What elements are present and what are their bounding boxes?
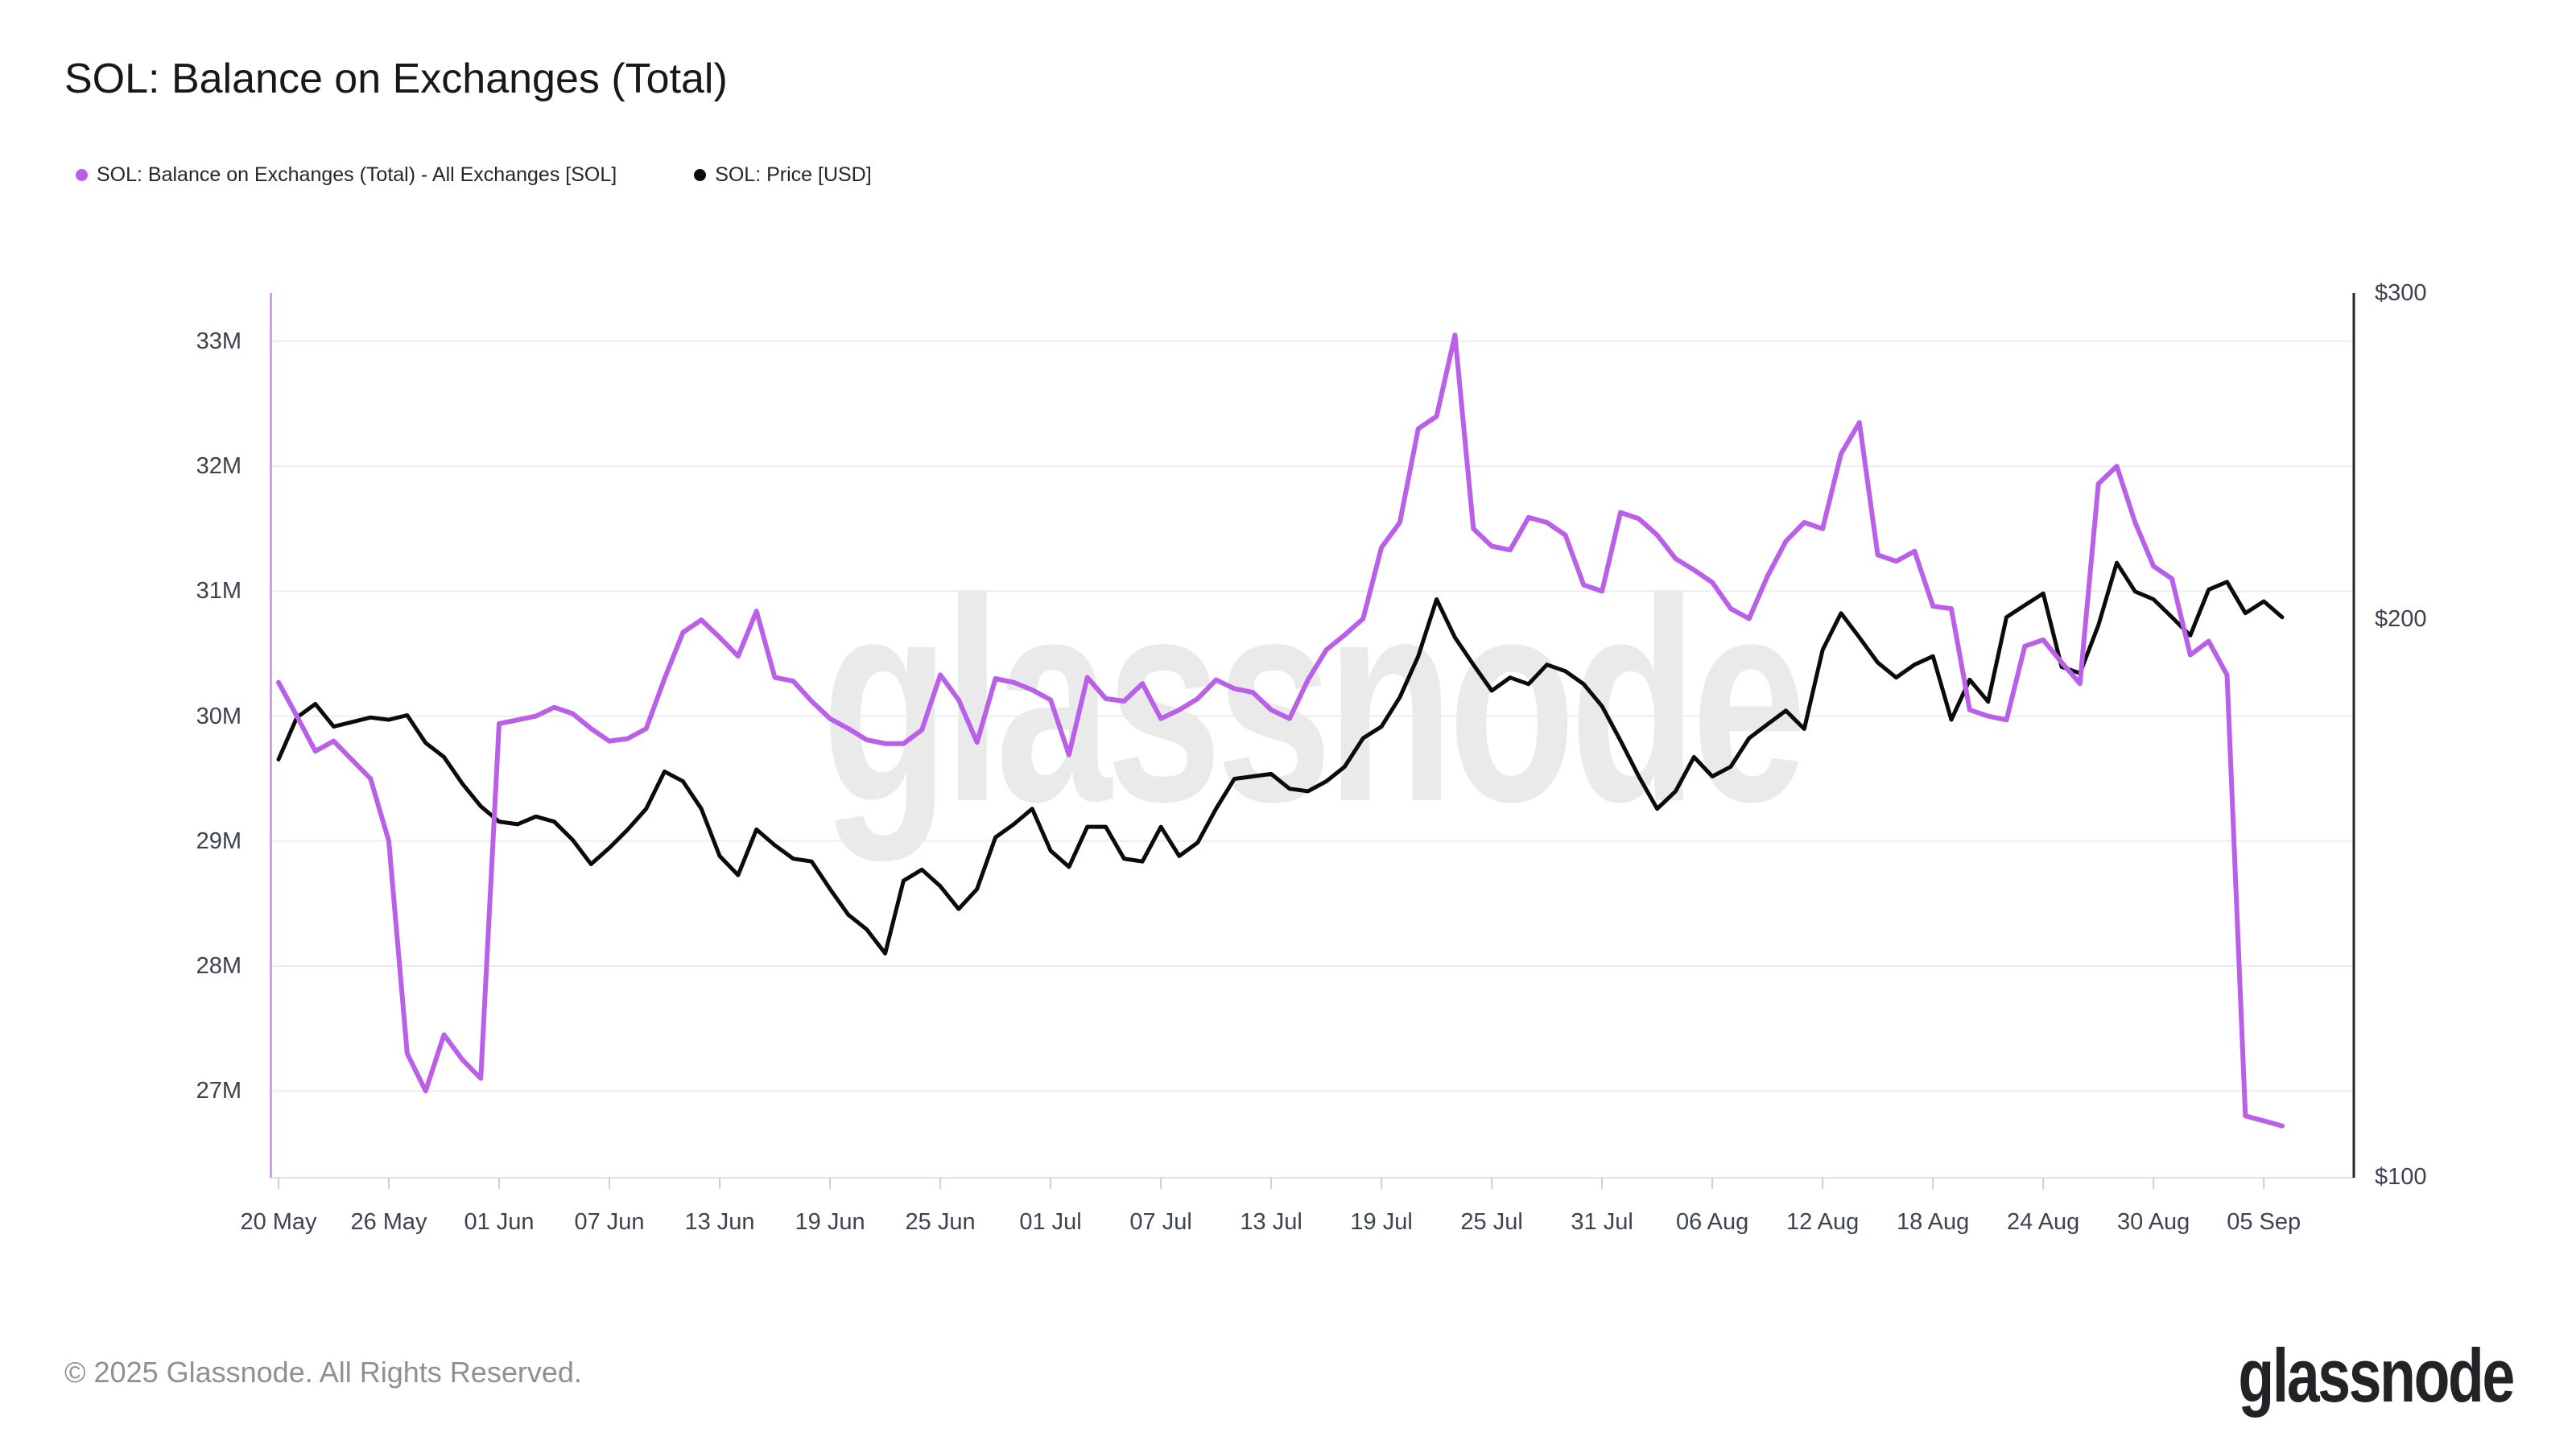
x-axis-tick-label: 01 Jun	[464, 1209, 535, 1235]
x-axis-tick-label: 01 Jul	[1019, 1209, 1082, 1235]
legend-swatch-price-icon	[694, 169, 707, 181]
y-axis-left-tick-label: 32M	[196, 453, 242, 480]
series-line-price	[276, 560, 2285, 956]
y-axis-right-tick-label: $300	[2375, 280, 2427, 306]
x-axis-tick-label: 19 Jul	[1350, 1209, 1413, 1235]
y-axis-left-tick-label: 30M	[196, 703, 242, 729]
x-axis-tick-label: 07 Jul	[1129, 1209, 1192, 1235]
x-axis-tick-label: 12 Aug	[1785, 1209, 1860, 1235]
y-axis-left-tick-label: 33M	[196, 328, 242, 354]
chart-canvas	[270, 293, 2355, 1189]
x-axis-tick-label: 30 Aug	[2116, 1209, 2190, 1235]
legend-swatch-balance-icon	[76, 169, 88, 181]
series-line-balance	[276, 332, 2285, 1129]
page-title: SOL: Balance on Exchanges (Total)	[64, 56, 728, 102]
x-axis-tick-label: 05 Sep	[2227, 1209, 2301, 1235]
legend-label-balance: SOL: Balance on Exchanges (Total) - All …	[97, 163, 617, 186]
x-axis-tick-label: 31 Jul	[1571, 1209, 1633, 1235]
glassnode-logo: glassnode	[2238, 1333, 2515, 1418]
y-axis-left-tick-label: 27M	[196, 1078, 242, 1104]
y-axis-left-tick-label: 29M	[196, 828, 242, 854]
x-axis-tick-label: 24 Aug	[2006, 1209, 2080, 1235]
x-axis-tick-label: 20 May	[240, 1209, 317, 1235]
y-axis-right-tick-label: $100	[2375, 1163, 2427, 1190]
y-axis-right-tick-label: $200	[2375, 606, 2427, 633]
x-axis-tick-label: 26 May	[350, 1209, 427, 1235]
x-axis-tick-label: 13 Jun	[684, 1209, 755, 1235]
y-axis-left-tick-label: 31M	[196, 578, 242, 605]
x-axis-tick-label: 25 Jun	[905, 1209, 976, 1235]
x-axis-tick-label: 07 Jun	[574, 1209, 645, 1235]
x-axis-tick-label: 13 Jul	[1240, 1209, 1302, 1235]
copyright-text: © 2025 Glassnode. All Rights Reserved.	[64, 1356, 582, 1389]
x-axis-tick-label: 25 Jul	[1460, 1209, 1523, 1235]
legend-item-balance[interactable]: SOL: Balance on Exchanges (Total) - All …	[76, 163, 617, 187]
x-axis-tick-label: 18 Aug	[1896, 1209, 1970, 1235]
legend-item-price[interactable]: SOL: Price [USD]	[694, 163, 872, 187]
x-axis-tick-label: 06 Aug	[1675, 1209, 1749, 1235]
y-axis-left-tick-label: 28M	[196, 953, 242, 979]
legend: SOL: Balance on Exchanges (Total) - All …	[76, 163, 949, 187]
legend-label-price: SOL: Price [USD]	[715, 163, 872, 186]
x-axis-tick-label: 19 Jun	[795, 1209, 865, 1235]
